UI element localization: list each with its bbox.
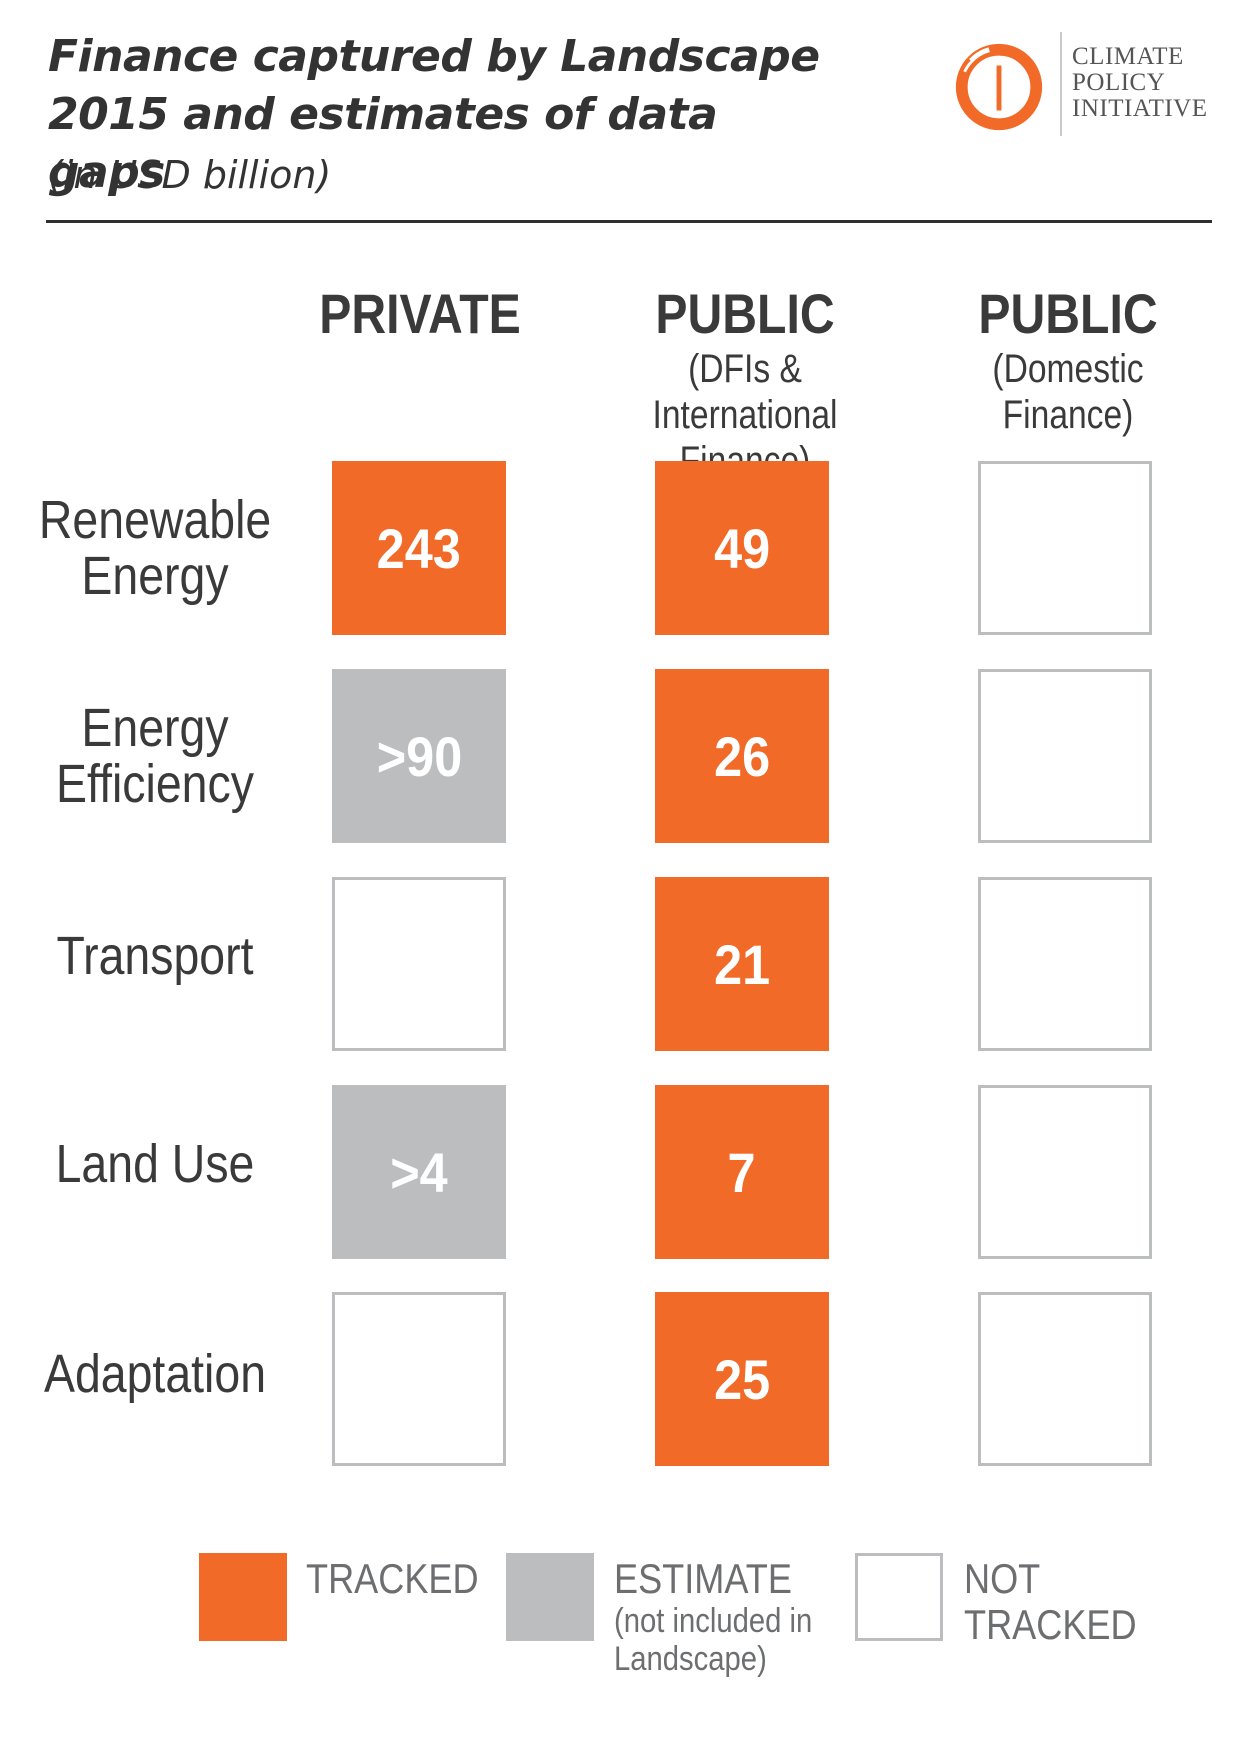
cell-value: 7 <box>727 1140 757 1204</box>
cell-value: 21 <box>713 932 771 996</box>
cell-transport-public-domestic <box>978 877 1152 1051</box>
legend-label-estimate: ESTIMATE (not included in Landscape) <box>614 1555 813 1679</box>
title-divider <box>46 220 1212 223</box>
cell-land-use-private: >4 <box>332 1085 506 1259</box>
column-header-sublabel-line-1: (Domestic Finance) <box>992 347 1144 437</box>
legend-label-text: NOT TRACKED <box>964 1555 1137 1648</box>
column-header-label: PRIVATE <box>319 282 521 345</box>
legend-swatch-estimate <box>506 1553 594 1641</box>
cell-value: >90 <box>376 724 462 788</box>
cell-energy-efficiency-private: >90 <box>332 669 506 843</box>
row-label-line-1: Land Use <box>55 1134 255 1194</box>
cell-value: 25 <box>713 1347 771 1411</box>
legend-swatch-tracked <box>199 1553 287 1641</box>
legend-swatch-not-tracked <box>855 1553 943 1641</box>
legend-label-text: TRACKED <box>306 1555 479 1602</box>
column-header-sublabel-line-1: (DFIs & International <box>652 347 838 437</box>
logo-word-climate: CLIMATE <box>1072 43 1184 70</box>
cell-transport-public-dfis: 21 <box>655 877 829 1051</box>
column-header-public-domestic: PUBLIC (Domestic Finance) <box>903 282 1233 438</box>
row-label-line-2: Efficiency <box>56 754 254 814</box>
climate-policy-initiative-logo: CLIMATE POLICY INITIATIVE <box>950 32 1220 142</box>
row-label-line-1: Energy <box>81 698 229 758</box>
legend-label-tracked: TRACKED <box>306 1556 479 1602</box>
cell-value: 26 <box>713 724 771 788</box>
cpi-logo-icon <box>955 43 1043 131</box>
column-header-label: PUBLIC <box>655 282 835 345</box>
row-label-line-2: Energy <box>81 546 229 606</box>
row-label-line-1: Renewable <box>38 490 272 550</box>
row-label-line-1: Transport <box>56 926 254 986</box>
row-label-renewable-energy: Renewable Energy <box>39 492 271 604</box>
legend-label-text: ESTIMATE <box>614 1555 792 1602</box>
cell-land-use-public-domestic <box>978 1085 1152 1259</box>
cell-value: 243 <box>376 516 462 580</box>
legend-note-line-2: Landscape) <box>614 1640 767 1678</box>
chart-title-line-2: 2015 and estimates of data gaps <box>48 89 718 198</box>
row-label-transport: Transport <box>39 928 271 984</box>
cell-renewable-energy-public-dfis: 49 <box>655 461 829 635</box>
cell-renewable-energy-public-domestic <box>978 461 1152 635</box>
cell-renewable-energy-private: 243 <box>332 461 506 635</box>
column-header-label: PUBLIC <box>978 282 1158 345</box>
column-header-private: PRIVATE <box>255 282 585 346</box>
column-header-public-dfis: PUBLIC (DFIs & International Finance) <box>580 282 910 484</box>
cell-adaptation-public-dfis: 25 <box>655 1292 829 1466</box>
row-label-energy-efficiency: Energy Efficiency <box>39 700 271 812</box>
cell-land-use-public-dfis: 7 <box>655 1085 829 1259</box>
logo-divider <box>1060 32 1062 136</box>
chart-title-line-1: Finance captured by Landscape <box>48 31 820 82</box>
cell-energy-efficiency-public-dfis: 26 <box>655 669 829 843</box>
legend-note-line-1: (not included in <box>614 1602 813 1640</box>
logo-word-initiative: INITIATIVE <box>1072 95 1208 122</box>
cell-transport-private <box>332 877 506 1051</box>
row-label-line-1: Adaptation <box>43 1344 267 1404</box>
row-label-land-use: Land Use <box>39 1136 271 1192</box>
logo-word-policy: POLICY <box>1072 69 1166 96</box>
legend-label-not-tracked: NOT TRACKED <box>964 1556 1210 1648</box>
chart-subtitle: (in USD billion) <box>48 153 332 197</box>
chart-title: Finance captured by Landscape 2015 and e… <box>48 28 848 202</box>
cell-adaptation-private <box>332 1292 506 1466</box>
row-label-adaptation: Adaptation <box>39 1346 271 1402</box>
cell-energy-efficiency-public-domestic <box>978 669 1152 843</box>
logo-wordmark: CLIMATE POLICY INITIATIVE <box>1072 44 1232 122</box>
cell-value: >4 <box>390 1140 448 1204</box>
cell-value: 49 <box>713 516 771 580</box>
cell-adaptation-public-domestic <box>978 1292 1152 1466</box>
